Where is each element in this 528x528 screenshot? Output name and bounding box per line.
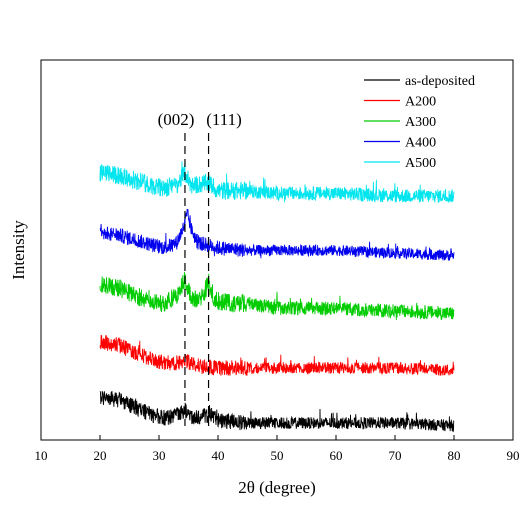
legend-label: as-deposited bbox=[405, 74, 475, 89]
reference-lines bbox=[184, 133, 210, 426]
legend-label: A200 bbox=[405, 95, 436, 110]
x-tick-label: 80 bbox=[448, 448, 461, 463]
series-line-a200 bbox=[99, 334, 455, 376]
y-axis-label: Intensity bbox=[9, 220, 28, 280]
x-tick-label: 70 bbox=[389, 448, 402, 463]
series-line-a500 bbox=[99, 161, 455, 204]
series-line-as-deposited bbox=[99, 391, 455, 433]
series-line-a400 bbox=[99, 208, 455, 261]
peak-label: (111) bbox=[206, 110, 242, 129]
peak-annotations: (002) (111) bbox=[158, 110, 242, 129]
legend-label: A500 bbox=[405, 156, 436, 171]
x-axis-label: 2θ (degree) bbox=[238, 478, 316, 497]
x-tick-label: 10 bbox=[35, 448, 48, 463]
x-tick-label: 50 bbox=[271, 448, 284, 463]
legend: as-deposited A200 A300 A400 A500 bbox=[364, 74, 475, 171]
x-tick-label: 30 bbox=[153, 448, 166, 463]
x-axis-ticks: 10 20 30 40 50 60 70 80 90 bbox=[35, 435, 520, 463]
x-tick-label: 60 bbox=[330, 448, 343, 463]
series-line-a300 bbox=[99, 271, 455, 321]
x-tick-label: 40 bbox=[212, 448, 225, 463]
peak-label: (002) bbox=[158, 110, 195, 129]
legend-label: A400 bbox=[405, 136, 436, 151]
series-traces bbox=[99, 161, 455, 433]
legend-label: A300 bbox=[405, 115, 436, 130]
x-tick-label: 90 bbox=[507, 448, 520, 463]
x-tick-label: 20 bbox=[94, 448, 107, 463]
